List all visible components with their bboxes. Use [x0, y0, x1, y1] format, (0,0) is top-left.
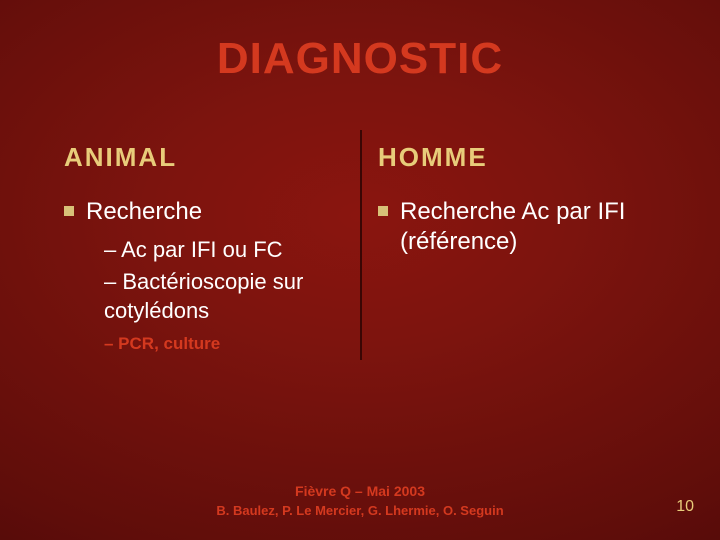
left-column: ANIMAL Recherche – Ac par IFI ou FC – Ba…	[64, 142, 356, 354]
page-number: 10	[676, 498, 694, 516]
square-bullet-icon	[64, 206, 74, 216]
right-column-heading: HOMME	[378, 142, 656, 173]
left-sub-item-3: – PCR, culture	[104, 334, 342, 354]
columns: ANIMAL Recherche – Ac par IFI ou FC – Ba…	[64, 142, 656, 354]
footer: Fièvre Q – Mai 2003 B. Baulez, P. Le Mer…	[0, 482, 720, 520]
slide: DIAGNOSTIC ANIMAL Recherche – Ac par IFI…	[0, 0, 720, 540]
square-bullet-icon	[378, 206, 388, 216]
left-sub-item-1: – Ac par IFI ou FC	[104, 235, 342, 265]
right-bullet-text: Recherche Ac par IFI (référence)	[400, 197, 656, 257]
left-bullet-row: Recherche	[64, 197, 342, 227]
left-sub-item-2: – Bactérioscopie sur cotylédons	[104, 267, 342, 326]
right-bullet-row: Recherche Ac par IFI (référence)	[378, 197, 656, 257]
left-column-heading: ANIMAL	[64, 142, 342, 173]
right-column: HOMME Recherche Ac par IFI (référence)	[356, 142, 656, 354]
footer-line-1: Fièvre Q – Mai 2003	[0, 482, 720, 502]
left-bullet-text: Recherche	[86, 197, 202, 227]
slide-title: DIAGNOSTIC	[0, 34, 720, 84]
left-sub-list: – Ac par IFI ou FC – Bactérioscopie sur …	[104, 235, 342, 326]
footer-line-2: B. Baulez, P. Le Mercier, G. Lhermie, O.…	[0, 502, 720, 520]
